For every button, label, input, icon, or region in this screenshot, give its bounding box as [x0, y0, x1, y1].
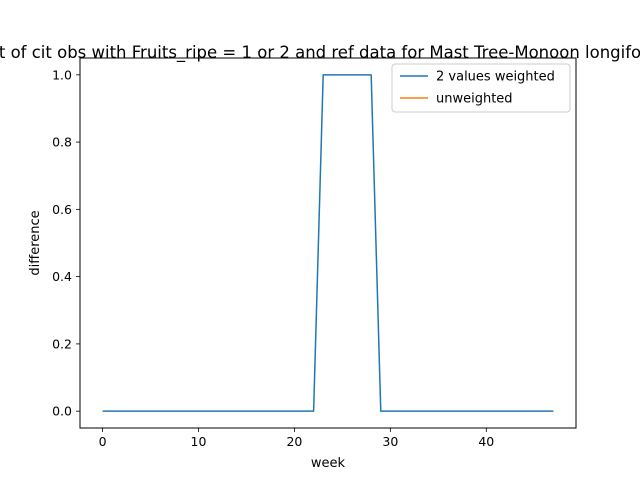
legend-label: unweighted	[436, 92, 513, 107]
y-axis-label: difference	[28, 210, 43, 275]
series-line-1	[102, 74, 554, 412]
x-tick-label: 20	[286, 434, 302, 449]
plot-lines	[102, 74, 554, 412]
x-axis-label: week	[311, 456, 346, 471]
y-tick-label: 0.4	[52, 269, 72, 284]
x-tick-label: 30	[382, 434, 398, 449]
chart-title: t of cit obs with Fruits_ripe = 1 or 2 a…	[0, 43, 640, 63]
legend-label: 2 values weighted	[436, 70, 555, 85]
axes-frame	[79, 57, 577, 429]
y-tick-label: 0.6	[52, 202, 72, 217]
x-tick-label: 0	[99, 434, 107, 449]
y-tick-label: 1.0	[52, 67, 72, 82]
legend: 2 values weighted unweighted	[391, 63, 571, 113]
y-tick-label: 0.0	[52, 404, 72, 419]
x-axis-ticks: 0 10 20 30 40	[99, 428, 494, 449]
y-tick-label: 0.8	[52, 135, 72, 150]
x-tick-label: 10	[191, 434, 207, 449]
x-tick-label: 40	[478, 434, 494, 449]
legend-box	[391, 63, 571, 113]
y-axis-ticks: 0.0 0.2 0.4 0.6 0.8 1.0	[52, 67, 80, 419]
y-tick-label: 0.2	[52, 336, 72, 351]
